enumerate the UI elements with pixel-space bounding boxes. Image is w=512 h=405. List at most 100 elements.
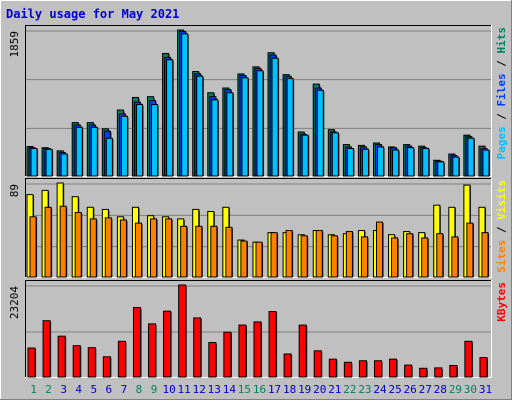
- top-series-label-part: /: [495, 107, 508, 127]
- middle-bar-sites: [391, 237, 399, 278]
- bottom-bar-kbytes: [328, 358, 337, 378]
- middle-bar-sites: [406, 233, 414, 278]
- x-tick-label: 6: [106, 383, 113, 396]
- middle-bar-sites: [104, 217, 112, 278]
- chart-title: Daily usage for May 2021: [6, 7, 179, 21]
- x-tick-label: 11: [178, 383, 191, 396]
- x-tick-label: 17: [268, 383, 281, 396]
- middle-bar-sites: [240, 240, 248, 278]
- top-bar-pages: [437, 161, 445, 177]
- middle-bar-sites: [481, 232, 489, 278]
- top-bar-pages: [271, 57, 279, 177]
- bottom-bar-kbytes: [57, 335, 66, 378]
- middle-bar-sites: [330, 235, 338, 278]
- x-tick-label: 28: [434, 383, 447, 396]
- bottom-series-label: KBytes: [495, 282, 508, 322]
- x-tick-label: 9: [151, 383, 158, 396]
- top-bar-pages: [286, 78, 294, 177]
- middle-bar-sites: [29, 216, 37, 278]
- bottom-panel: 23204 KBytes: [8, 280, 508, 378]
- middle-bar-sites: [195, 225, 203, 278]
- bottom-bar-kbytes: [117, 340, 126, 378]
- x-axis-labels: 1 2 3 4 5 6 7 8 9 10 11 12 13 14 15 16 17 18 19 20 21 22 23 24 2…: [30, 383, 492, 396]
- x-tick-label: 13: [208, 383, 221, 396]
- middle-bar-sites: [466, 222, 474, 278]
- x-tick-label: 16: [253, 383, 266, 396]
- bottom-bar-kbytes: [163, 310, 172, 378]
- x-tick-label: 25: [388, 383, 401, 396]
- top-bar-pages: [181, 33, 189, 177]
- middle-bar-sites: [150, 218, 158, 278]
- middle-bar-sites: [134, 222, 143, 278]
- middle-bar-sites: [375, 221, 384, 278]
- top-bar-pages: [301, 134, 309, 177]
- bottom-bar-kbytes: [72, 345, 81, 378]
- top-bar-pages: [316, 89, 324, 177]
- top-bar-pages: [166, 59, 174, 177]
- bottom-bar-kbytes: [208, 342, 217, 378]
- middle-bar-sites: [74, 212, 82, 278]
- x-tick-label: 10: [162, 383, 175, 396]
- bottom-bar-kbytes: [283, 353, 292, 378]
- middle-panel: 89 Sites / Visits: [8, 178, 508, 278]
- bottom-bar-kbytes: [223, 331, 232, 378]
- x-tick-label: 20: [313, 383, 326, 396]
- middle-max-label: 89: [8, 184, 21, 197]
- top-bar-pages: [45, 148, 53, 177]
- top-series-label-part: Files: [495, 73, 508, 106]
- top-bar-pages: [346, 148, 354, 177]
- x-tick-label: 29: [449, 383, 462, 396]
- bottom-bar-kbytes: [148, 323, 157, 378]
- x-tick-label: 26: [404, 383, 417, 396]
- x-tick-label: 18: [283, 383, 296, 396]
- x-tick-label: 23: [358, 383, 371, 396]
- x-tick-label: 21: [328, 383, 341, 396]
- middle-series-sites: [29, 205, 489, 278]
- bottom-bar-kbytes: [132, 307, 142, 378]
- bottom-bar-kbytes: [27, 347, 36, 378]
- bottom-bar-kbytes: [464, 340, 473, 378]
- middle-bar-sites: [270, 232, 278, 278]
- x-tick-label: 3: [60, 383, 67, 396]
- top-bar-pages: [90, 126, 98, 177]
- top-bar-pages: [211, 99, 219, 177]
- top-bar-pages: [226, 92, 234, 177]
- middle-bar-sites: [285, 230, 293, 278]
- x-tick-label: 5: [90, 383, 97, 396]
- middle-series-label-part: /: [495, 220, 508, 240]
- bottom-bar-kbytes: [253, 321, 262, 378]
- middle-bar-sites: [451, 236, 459, 278]
- top-bar-pages: [241, 77, 249, 177]
- middle-bar-sites: [165, 218, 173, 278]
- x-tick-label: 7: [121, 383, 128, 396]
- bottom-series-kbytes: [27, 284, 488, 378]
- middle-series-label-part: Sites: [495, 240, 508, 273]
- top-bar-pages: [376, 146, 385, 177]
- x-tick-label: 14: [223, 383, 237, 396]
- top-bar-pages: [75, 126, 83, 177]
- bottom-bar-kbytes: [313, 350, 322, 378]
- bottom-bar-kbytes: [102, 356, 111, 378]
- top-bar-pages: [151, 104, 159, 177]
- middle-bar-sites: [225, 226, 233, 278]
- bottom-bar-kbytes: [434, 367, 443, 378]
- middle-bar-sites: [59, 205, 67, 278]
- middle-bar-sites: [315, 230, 323, 278]
- bottom-bar-kbytes: [389, 358, 398, 378]
- middle-bar-sites: [89, 218, 97, 278]
- bottom-bar-kbytes: [479, 357, 488, 378]
- top-bar-pages: [361, 148, 369, 177]
- x-tick-label: 4: [75, 383, 82, 396]
- middle-bar-sites: [210, 225, 218, 278]
- x-tick-label: 8: [136, 383, 143, 396]
- bottom-bar-kbytes: [373, 360, 383, 378]
- middle-bar-sites: [119, 219, 127, 278]
- x-tick-label: 31: [479, 383, 492, 396]
- top-series-pages: [30, 33, 490, 177]
- top-bar-pages: [256, 70, 264, 177]
- x-tick-label: 1: [30, 383, 37, 396]
- top-bar-pages: [407, 147, 415, 177]
- bottom-bar-kbytes: [343, 361, 352, 378]
